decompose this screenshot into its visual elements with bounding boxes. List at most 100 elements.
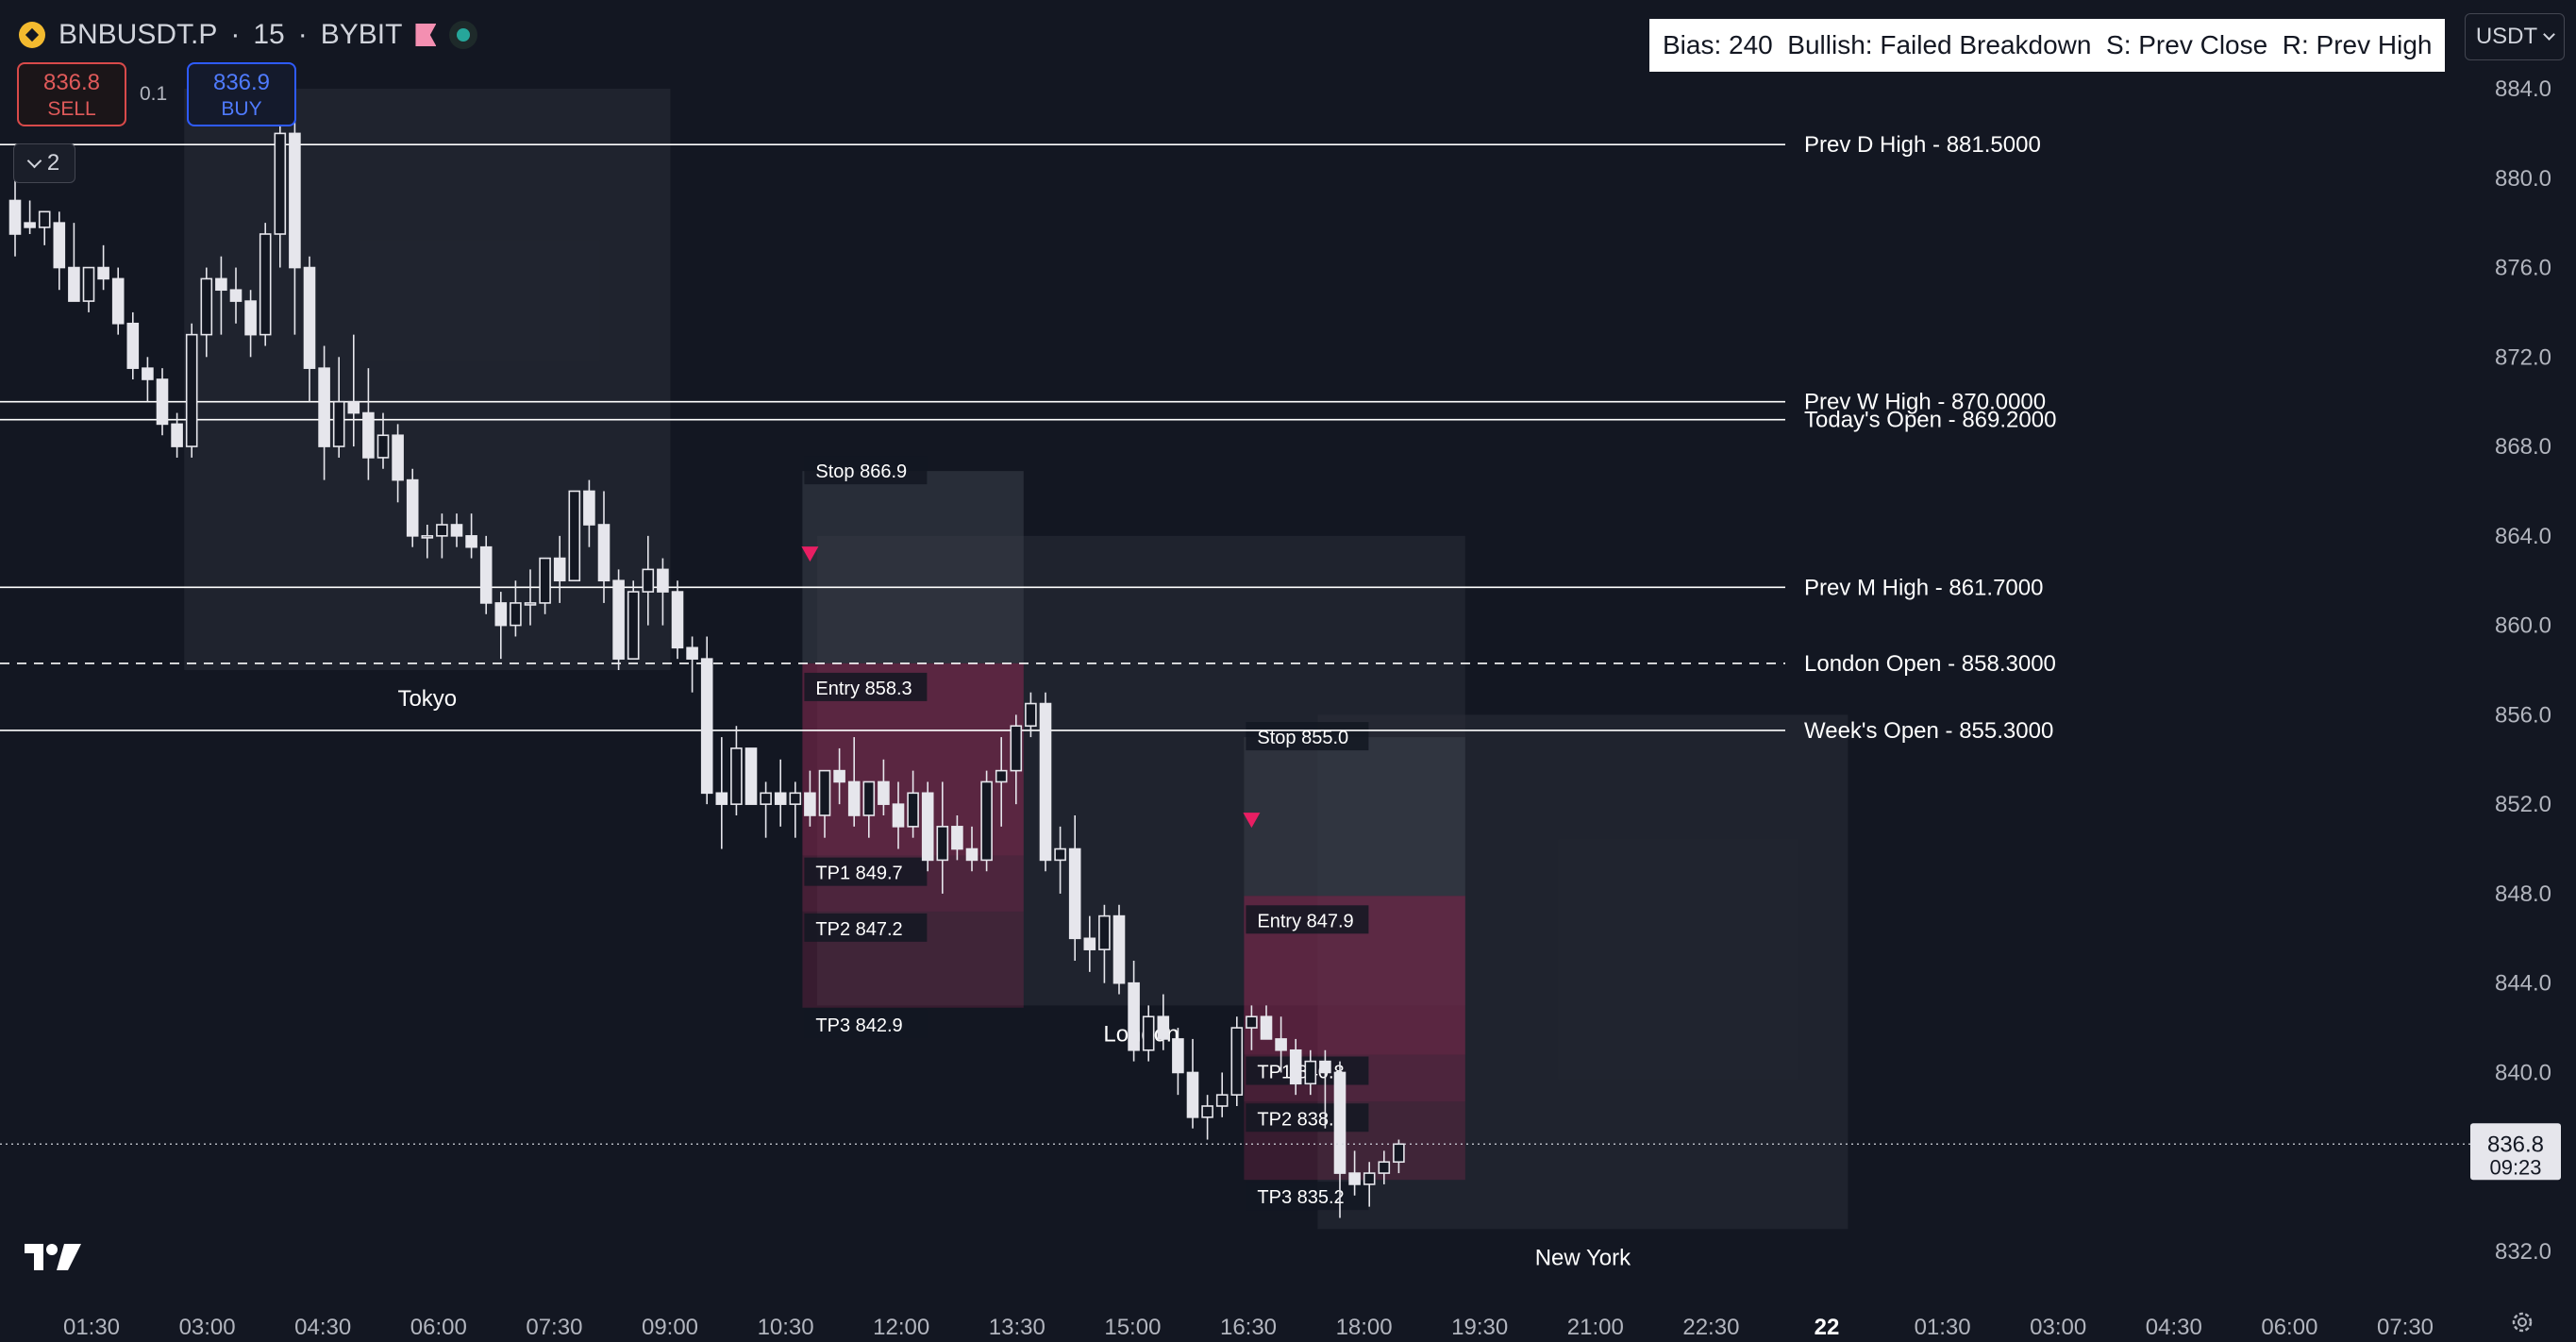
buy-price: 836.9 (212, 70, 271, 95)
indicators-toggle-button[interactable]: 2 (13, 143, 75, 183)
candle-body (1025, 702, 1037, 728)
candle-body (1068, 847, 1081, 940)
take-profit-label: TP2 847.2 (804, 913, 928, 942)
session-label: New York (1535, 1245, 1631, 1270)
bias-info-box: Bias: 240 Bullish: Failed Breakdown S: P… (1649, 19, 2446, 72)
candle-body (686, 646, 698, 660)
x-tick-label: 01:30 (63, 1315, 120, 1340)
symbol-header[interactable]: BNBUSDT.P · 15 · BYBIT (19, 13, 478, 57)
candle-body (862, 780, 876, 816)
candle-body (1363, 1172, 1376, 1185)
candle-body (1010, 725, 1023, 772)
candle-body (1039, 702, 1052, 862)
candle-body (597, 524, 611, 582)
y-tick-label: 844.0 (2495, 971, 2551, 997)
candle-body (1304, 1060, 1317, 1085)
sell-button[interactable]: 836.8 SELL (17, 62, 126, 126)
x-tick-label: 07:30 (526, 1315, 582, 1340)
trade-label-text: TP3 842.9 (815, 1015, 902, 1036)
trade-label-bg (804, 456, 928, 485)
x-tick-label: 01:30 (1915, 1315, 1971, 1340)
bar-countdown: 09:23 (2489, 1155, 2541, 1179)
candle-body (1128, 981, 1140, 1051)
flag-icon[interactable] (415, 24, 437, 46)
interval-label[interactable]: 15 (253, 19, 285, 50)
x-tick-label: 03:00 (179, 1315, 236, 1340)
candle-body (126, 322, 140, 369)
candle-body (1186, 1071, 1199, 1118)
candle-body (142, 367, 154, 380)
candle-body (479, 545, 493, 604)
order-quantity[interactable]: 0.1 (140, 83, 168, 105)
currency-selector[interactable]: USDT (2465, 13, 2565, 60)
candle-body (97, 266, 109, 280)
x-tick-label: 19:30 (1451, 1315, 1508, 1340)
y-tick-label: 852.0 (2495, 792, 2551, 817)
candle-body (715, 792, 728, 805)
candle-body (24, 222, 36, 228)
x-tick-label: 18:00 (1336, 1315, 1393, 1340)
candle-body (376, 434, 390, 459)
candle-body (1098, 914, 1111, 950)
level-label: Today's Open - 869.2000 (1804, 408, 2056, 433)
trade-label-bg (1246, 1182, 1369, 1211)
candle-body (1112, 914, 1126, 984)
candle-body (789, 792, 802, 805)
candle-body (362, 411, 375, 459)
candle-body (657, 568, 669, 593)
candle-body (1172, 1038, 1184, 1074)
level-label: London Open - 858.3000 (1804, 651, 2056, 677)
trade-label-bg (804, 1009, 928, 1038)
take-profit-label: TP2 838.7 (1246, 1103, 1369, 1132)
last-price-value: 836.8 (2487, 1132, 2544, 1157)
trade-label-bg (1246, 905, 1369, 934)
candle-body (274, 132, 287, 235)
candle-body (744, 747, 758, 805)
candle-body (760, 792, 772, 805)
trade-label-text: Entry 847.9 (1257, 911, 1353, 931)
tradingview-logo-icon[interactable] (23, 1238, 83, 1276)
level-label: Prev D High - 881.5000 (1804, 132, 2041, 158)
sell-label: SELL (47, 98, 96, 120)
candle-body (583, 490, 595, 526)
level-label: Prev W High - 870.0000 (1804, 390, 2046, 415)
gear-icon[interactable] (2510, 1310, 2534, 1334)
candle-body (818, 769, 831, 816)
symbol-name[interactable]: BNBUSDT.P (59, 19, 218, 50)
y-tick-label: 840.0 (2495, 1060, 2551, 1085)
candle-body (289, 132, 301, 269)
candle-body (965, 847, 979, 862)
x-tick-label: 13:30 (989, 1315, 1045, 1340)
candle-body (1348, 1172, 1361, 1185)
candle-body (951, 826, 963, 850)
candle-body (8, 199, 22, 235)
candle-body (1260, 1015, 1273, 1040)
x-tick-label: 03:00 (2030, 1315, 2086, 1340)
buy-label: BUY (221, 98, 262, 120)
candle-body (332, 400, 345, 447)
trade-label-text: Stop 855.0 (1257, 728, 1348, 748)
candle-body (215, 277, 227, 292)
trade-label-text: TP1 849.7 (815, 864, 902, 884)
trade-label-text: TP3 835.2 (1257, 1187, 1344, 1208)
header-separator: · (230, 19, 241, 50)
chevron-down-icon (26, 153, 42, 168)
stop-label: Stop 855.0 (1246, 722, 1369, 751)
candle-body (347, 400, 360, 414)
entry-label: Entry 847.9 (1246, 905, 1369, 934)
trade-label-text: TP2 847.2 (815, 919, 902, 940)
candle-body (995, 769, 1008, 783)
currency-label: USDT (2475, 24, 2538, 49)
candle-body (700, 658, 713, 795)
candle-body (833, 769, 845, 783)
y-tick-label: 864.0 (2495, 524, 2551, 549)
candle-body (921, 792, 934, 862)
x-tick-label: 09:00 (642, 1315, 698, 1340)
buy-button[interactable]: 836.9 BUY (187, 62, 296, 126)
candle-body (1142, 1015, 1155, 1051)
candle-body (1230, 1027, 1244, 1096)
stop-label: Stop 866.9 (804, 456, 928, 485)
candle-body (303, 266, 316, 369)
indicators-count: 2 (46, 150, 60, 176)
